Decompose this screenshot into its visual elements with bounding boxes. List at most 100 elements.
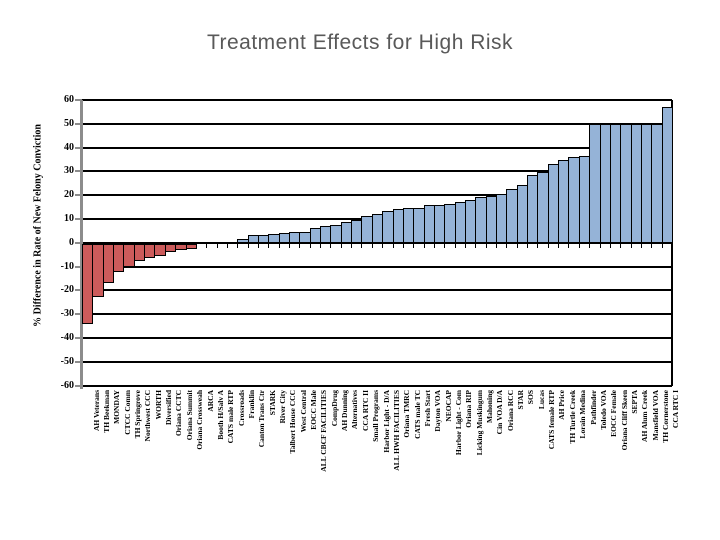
category-tick (371, 243, 373, 248)
x-tick-label: Pathfinder (588, 390, 598, 425)
gridline (82, 265, 672, 268)
x-tick-label: Lorain Medina (578, 390, 588, 439)
category-tick (133, 243, 135, 248)
category-tick (599, 243, 601, 248)
x-tick-label: Oriana CCTC (174, 390, 184, 437)
y-tick-label: 20 (64, 189, 74, 201)
category-tick (92, 243, 94, 248)
category-tick (226, 243, 228, 248)
gridline (82, 241, 672, 244)
y-tick-label: 60 (64, 94, 74, 105)
category-tick (672, 243, 673, 248)
x-tick-label: TH Cornerstone (660, 390, 670, 443)
y-axis-tick (75, 99, 82, 101)
category-tick (340, 243, 342, 248)
x-tick-label: Toledo VOA (598, 390, 608, 430)
category-tick (537, 243, 539, 248)
category-tick (320, 243, 322, 248)
y-axis-tick (75, 360, 82, 363)
plot-right-border (671, 100, 673, 386)
x-tick-label: Mansfield VOA (650, 390, 660, 441)
category-tick (278, 243, 280, 248)
x-tick-label: NEOCAP (443, 390, 453, 422)
bar-positive (661, 107, 673, 243)
category-tick (289, 243, 291, 248)
y-tick-label: -20 (60, 284, 74, 296)
y-axis-tick (75, 313, 82, 316)
y-tick-label: 30 (64, 165, 74, 177)
category-tick (361, 243, 363, 248)
x-tick-label: WORTH (153, 390, 163, 420)
category-tick (309, 243, 311, 248)
category-tick (392, 243, 394, 248)
x-tick-label: Crossroads (236, 390, 246, 426)
x-tick-label: Canton Trans Ctr (257, 390, 267, 448)
x-tick-label: Oriana RCC (505, 390, 515, 432)
x-tick-label: Cin VOA D/A (495, 390, 505, 435)
category-tick (651, 243, 653, 248)
x-tick-label: Alternatives (350, 390, 360, 430)
category-tick (506, 243, 508, 248)
y-axis-tick (75, 122, 82, 125)
x-tick-label: TH Beekman (102, 390, 112, 433)
category-tick (216, 243, 218, 248)
category-tick (547, 243, 549, 248)
y-tick-label: 10 (64, 212, 74, 224)
x-tick-label: AH Dunning (340, 390, 350, 432)
x-tick-label: Oriana RIP (464, 390, 474, 428)
gridline (82, 336, 672, 339)
category-tick (257, 243, 259, 248)
category-tick (516, 243, 518, 248)
x-tick-label: Diversified (164, 390, 174, 425)
y-axis-tick (75, 241, 82, 244)
category-tick (175, 243, 177, 248)
category-tick (164, 243, 166, 248)
gridline (82, 194, 672, 197)
gridline (82, 360, 672, 363)
x-tick-label: CATS male RTP (226, 390, 236, 444)
category-tick (102, 243, 104, 248)
y-tick-label: 0 (69, 236, 74, 248)
category-tick (268, 243, 270, 248)
x-tick-label: Booth H/Salv A (215, 390, 225, 440)
category-tick (444, 243, 446, 248)
category-tick (433, 243, 435, 248)
x-tick-label: Northwest CCC (143, 390, 153, 442)
category-tick (413, 243, 415, 248)
category-tick (82, 243, 83, 248)
y-tick-label: -50 (60, 355, 74, 367)
y-tick-label: -60 (60, 379, 74, 391)
category-tick (496, 243, 498, 248)
x-tick-label: River City (277, 390, 287, 424)
category-tick (144, 243, 146, 248)
x-tick-label: SEPTA (629, 390, 639, 414)
x-tick-label: TH Springrove (133, 390, 143, 439)
category-tick (578, 243, 580, 248)
x-tick-label: Franklin (246, 390, 256, 419)
category-tick (661, 243, 663, 248)
x-tick-label: AH Veterans (91, 390, 101, 432)
y-axis-tick (75, 217, 82, 220)
x-tick-label: Lucas (536, 390, 546, 410)
category-tick (402, 243, 404, 248)
category-tick (558, 243, 560, 248)
x-tick-label: ALL HWH FACILITIES (391, 390, 401, 471)
y-tick-label: 50 (64, 117, 74, 129)
category-tick (351, 243, 353, 248)
x-tick-label: Licking Muskingum (474, 390, 484, 456)
chart-title: Treatment Effects for High Risk (206, 31, 514, 54)
x-tick-label: STAR (516, 390, 526, 410)
y-tick-label: 40 (64, 141, 74, 153)
x-tick-label: Harbor Light - D/A (381, 390, 391, 453)
y-tick-label: -30 (60, 308, 74, 320)
category-tick (630, 243, 632, 248)
x-tick-label: Fresh Start (422, 390, 432, 427)
x-tick-label: Talbert House CCC (288, 390, 298, 454)
category-tick (475, 243, 477, 248)
x-tick-label: ALL CBCF FACILITIES (319, 390, 329, 472)
x-tick-label: STARK (267, 390, 277, 416)
gridline (82, 146, 672, 149)
y-axis-tick (75, 194, 82, 197)
category-tick (464, 243, 466, 248)
category-tick (609, 243, 611, 248)
